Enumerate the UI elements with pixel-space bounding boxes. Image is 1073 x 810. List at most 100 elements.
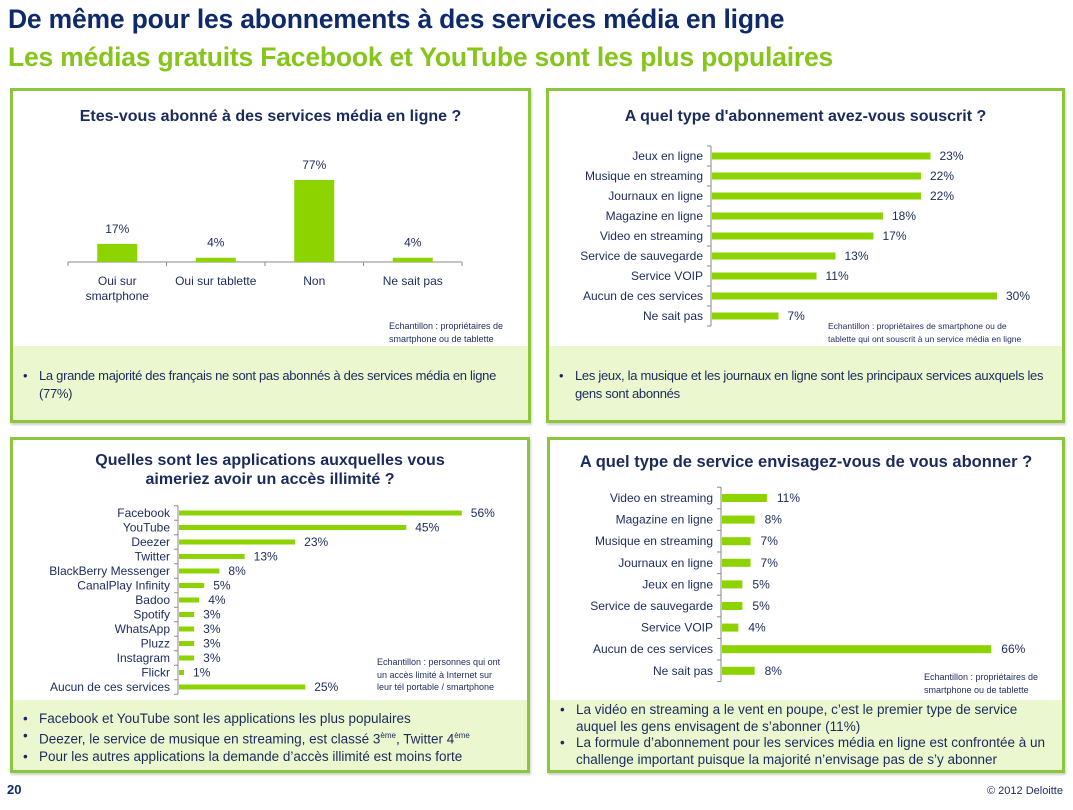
- bar: [179, 655, 195, 661]
- key-findings: Facebook et YouTube sont les application…: [13, 700, 527, 770]
- bar: [712, 312, 779, 320]
- category-label: Service VOIP: [641, 621, 713, 635]
- category-label: Journaux en ligne: [618, 556, 713, 570]
- chart-subscription-type: Jeux en ligne 23% Musique en streaming 22% J…: [580, 145, 1030, 327]
- data-label: 8%: [228, 564, 246, 578]
- data-label: 4%: [404, 236, 422, 250]
- key-findings: Les jeux, la musique et les journaux en …: [549, 346, 1062, 420]
- category-label: Musique en streaming: [585, 169, 703, 183]
- data-label: 66%: [1001, 642, 1025, 656]
- category-label: Ne sait pas: [643, 309, 703, 323]
- data-label: 3%: [203, 651, 221, 665]
- chart-title: A quel type de service envisagez-vous de…: [579, 453, 1033, 471]
- sample-line: Echantillon : personnes qui ont: [377, 657, 501, 667]
- data-label: 25%: [314, 680, 338, 694]
- category-label: Video en streaming: [600, 229, 703, 243]
- category-label: Deezer: [131, 535, 170, 549]
- data-label: 1%: [193, 666, 211, 680]
- category-label: Oui sur: [98, 274, 137, 288]
- chart-title: A quel type d'abonnement avez-vous sousc…: [624, 108, 987, 125]
- sample-line: smartphone ou de tablette: [924, 684, 1029, 695]
- data-label: 3%: [203, 622, 221, 636]
- chart-title: Etes-vous abonné à des services média en…: [79, 108, 462, 125]
- data-label: 77%: [302, 158, 326, 172]
- data-label: 3%: [203, 637, 221, 651]
- category-label: Jeux en ligne: [632, 149, 703, 163]
- panel-subscription-status: Etes-vous abonné à des services média en…: [10, 88, 531, 423]
- bar: [722, 558, 751, 567]
- bar: [722, 645, 992, 654]
- finding-bullet: Deezer, le service de musique en streami…: [19, 727, 519, 748]
- data-label: 7%: [788, 309, 806, 323]
- data-label: 13%: [845, 249, 869, 263]
- data-label: 8%: [765, 513, 783, 527]
- category-label: CanalPlay Infinity: [77, 579, 170, 593]
- data-label: 3%: [203, 608, 221, 622]
- sample-line: Echantillon : propriétaires de smartphon…: [828, 321, 1007, 331]
- data-label: 22%: [930, 189, 954, 203]
- ordinal-suffix: ème: [380, 731, 396, 740]
- finding-bullet: Facebook et YouTube sont les application…: [19, 710, 519, 727]
- category-label: Ne sait pas: [383, 274, 443, 288]
- key-findings: La grande majorité des français ne sont …: [13, 346, 528, 420]
- bar: [179, 684, 306, 690]
- finding-bullet: La formule d’abonnement pour les service…: [556, 735, 1056, 768]
- bar: [179, 568, 220, 574]
- bar: [179, 510, 462, 516]
- finding-text: Deezer, le service de musique en streami…: [39, 731, 381, 747]
- category-label: Service de sauvegarde: [580, 249, 703, 263]
- category-label: smartphone: [86, 289, 150, 303]
- bar: [712, 232, 874, 240]
- bar: [179, 597, 200, 603]
- data-label: 5%: [752, 599, 770, 613]
- data-label: 23%: [940, 149, 964, 163]
- bar: [179, 539, 296, 545]
- data-label: 4%: [207, 236, 225, 250]
- data-label: 22%: [930, 169, 954, 183]
- data-label: 17%: [883, 229, 907, 243]
- category-label: Non: [303, 274, 325, 288]
- data-label: 45%: [415, 521, 439, 535]
- panel-planned-subscription: A quel type de service envisagez-vous de…: [547, 437, 1065, 773]
- chart-planned-subscription: Video en streaming 11% Magazine en ligne 8%…: [590, 486, 1026, 683]
- category-label: Magazine en ligne: [606, 209, 704, 223]
- data-label: 11%: [777, 491, 800, 505]
- data-label: 5%: [213, 579, 231, 593]
- category-label: Instagram: [117, 651, 170, 665]
- page-title: De même pour les abonnements à des servi…: [8, 4, 785, 34]
- category-label: Magazine en ligne: [616, 513, 714, 527]
- category-label: Video en streaming: [610, 491, 713, 505]
- bar: [722, 494, 767, 502]
- category-label: Aucun de ces services: [50, 680, 170, 694]
- page-number: 20: [7, 782, 22, 797]
- ordinal-suffix: ème: [454, 731, 470, 740]
- chart-title: Quelles sont les applications auxquelles…: [13, 451, 527, 489]
- data-label: 11%: [826, 269, 849, 283]
- category-label: Jeux en ligne: [642, 577, 713, 591]
- category-label: Aucun de ces services: [583, 289, 703, 303]
- bar: [712, 152, 931, 160]
- sample-note: Echantillon : propriétaires de smartphon…: [924, 671, 1038, 696]
- bar: [712, 272, 817, 280]
- bar: [179, 670, 185, 675]
- bar: [392, 257, 433, 262]
- bar: [179, 554, 245, 559]
- category-label: Oui sur tablette: [175, 274, 257, 288]
- category-label: Journaux en ligne: [608, 189, 703, 203]
- data-label: 8%: [765, 664, 783, 678]
- sample-note: Echantillon : propriétaires de smartphon…: [828, 320, 1021, 345]
- finding-text: , Twitter 4: [395, 731, 455, 747]
- category-label: Service VOIP: [631, 269, 703, 283]
- category-label: Ne sait pas: [653, 664, 713, 678]
- bar: [722, 580, 743, 589]
- category-label: Musique en streaming: [595, 534, 713, 548]
- category-label: WhatsApp: [115, 622, 171, 636]
- bar: [722, 666, 755, 675]
- data-label: 4%: [208, 593, 226, 607]
- sample-line: Echantillon : propriétaires de: [389, 321, 504, 331]
- chart-unlimited-apps: Facebook 56% YouTube 45% Deezer 23% Twitter 13%…: [49, 505, 495, 695]
- category-label: Pluzz: [141, 637, 170, 651]
- data-label: 13%: [254, 550, 278, 564]
- bar: [712, 252, 836, 260]
- bar: [97, 243, 138, 262]
